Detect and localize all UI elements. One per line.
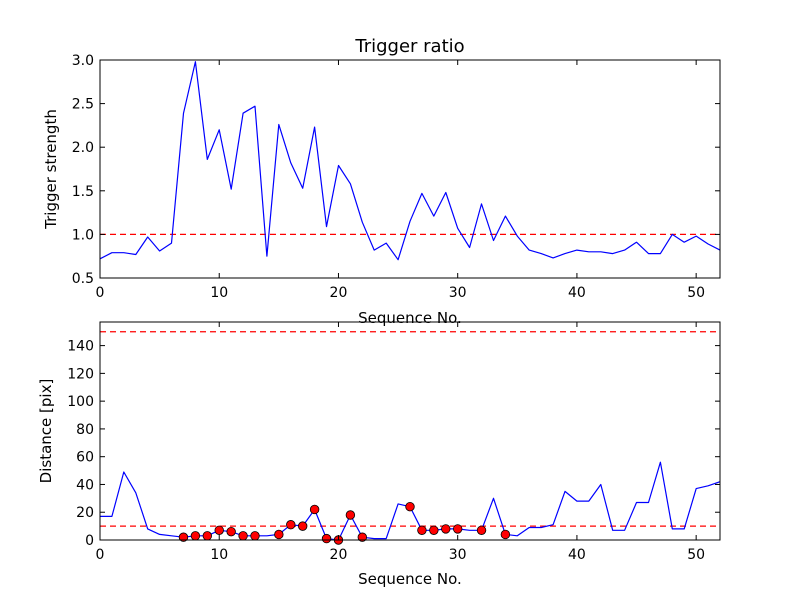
x-axis-label: Sequence No. — [358, 570, 462, 588]
y-axis-label: Distance [pix] — [37, 379, 55, 484]
y-tick-label: 1.5 — [72, 184, 94, 200]
flagged-point — [417, 525, 427, 535]
x-tick-label: 40 — [568, 547, 586, 563]
flagged-point — [452, 524, 463, 534]
flagged-point — [345, 510, 356, 520]
flagged-point — [238, 531, 248, 541]
flagged-point — [405, 501, 415, 512]
y-tick-label: 100 — [67, 394, 94, 410]
x-tick-label: 50 — [687, 547, 705, 563]
flagged-point — [178, 532, 189, 542]
x-tick-label: 30 — [449, 285, 467, 301]
flagged-point — [429, 525, 439, 535]
x-tick-label: 10 — [210, 547, 228, 563]
x-axis-label: Sequence No. — [358, 309, 462, 327]
flagged-point — [357, 532, 368, 542]
series-line-0 — [100, 61, 720, 261]
y-tick-label: 2.5 — [72, 97, 94, 113]
flagged-point — [202, 531, 213, 541]
x-tick-label: 20 — [330, 547, 348, 563]
plot-frame — [99, 321, 721, 541]
y-tick-label: 120 — [67, 366, 94, 382]
trigger-ratio-subplot: Trigger ratio Sequence No. Trigger stren… — [42, 36, 721, 327]
chart-title: Trigger ratio — [354, 36, 464, 57]
y-tick-label: 80 — [76, 422, 94, 438]
flagged-point — [441, 524, 451, 534]
y-tick-label: 0 — [85, 533, 94, 549]
x-tick-label: 40 — [568, 285, 586, 301]
flagged-point — [274, 529, 284, 540]
y-tick-label: 60 — [76, 450, 94, 466]
flagged-point — [321, 533, 332, 544]
x-tick-label: 0 — [96, 285, 105, 301]
y-tick-label: 3.0 — [72, 53, 94, 69]
flagged-point — [297, 521, 308, 531]
flagged-point — [250, 531, 260, 541]
y-axis-label: Trigger strength — [42, 109, 60, 230]
y-tick-label: 1.0 — [72, 227, 94, 243]
flagged-point — [309, 504, 320, 515]
y-tick-label: 0.5 — [72, 271, 94, 287]
x-tick-label: 0 — [96, 547, 105, 563]
flagged-point — [214, 525, 224, 535]
flagged-point — [286, 520, 296, 530]
x-tick-label: 10 — [210, 285, 228, 301]
distance-subplot: Sequence No. Distance [pix] 0 10 20 30 40 50 0… — [37, 321, 721, 588]
y-tick-label: 2.0 — [72, 140, 94, 156]
y-tick-label: 20 — [76, 505, 94, 521]
x-tick-label: 20 — [330, 285, 348, 301]
y-tick-label: 40 — [76, 477, 94, 493]
flagged-point — [226, 526, 236, 537]
flagged-point — [500, 529, 511, 540]
flagged-point — [476, 525, 487, 535]
flagged-point — [190, 531, 201, 541]
y-tick-label: 140 — [67, 339, 94, 355]
plot-frame — [99, 59, 721, 279]
x-tick-label: 50 — [687, 285, 705, 301]
x-tick-label: 30 — [449, 547, 467, 563]
